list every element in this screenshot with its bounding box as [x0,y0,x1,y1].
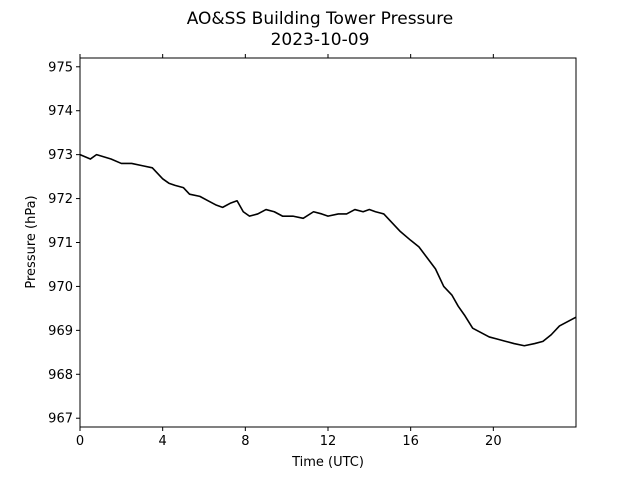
y-tick-label-1: 968 [48,368,73,383]
y-tick-label-3: 970 [48,280,73,295]
chart-title: AO&SS Building Tower Pressure [187,9,454,29]
x-axis-label: Time (UTC) [291,455,364,470]
y-tick-label-2: 969 [48,324,73,339]
y-tick-label-5: 972 [48,192,73,207]
x-tick-label-0: 0 [76,434,84,449]
x-tick-label-1: 4 [159,434,167,449]
y-tick-label-4: 971 [48,236,73,251]
y-tick-label-6: 973 [48,148,73,163]
x-tick-label-5: 20 [485,434,502,449]
y-tick-label-8: 975 [48,60,73,75]
x-tick-label-4: 16 [402,434,419,449]
x-tick-label-2: 8 [241,434,249,449]
y-tick-label-0: 967 [48,412,73,427]
axis-ticks: 0 4 8 12 16 20 967 968 969 970 971 972 973 974 975 [48,54,502,449]
y-tick-label-7: 974 [48,104,73,119]
pressure-series-line-0 [79,153,577,347]
plot-frame [79,57,577,428]
chart-subtitle: 2023-10-09 [271,30,370,50]
x-tick-label-3: 12 [320,434,337,449]
y-axis-label: Pressure (hPa) [24,195,39,288]
plot-area [79,153,577,347]
